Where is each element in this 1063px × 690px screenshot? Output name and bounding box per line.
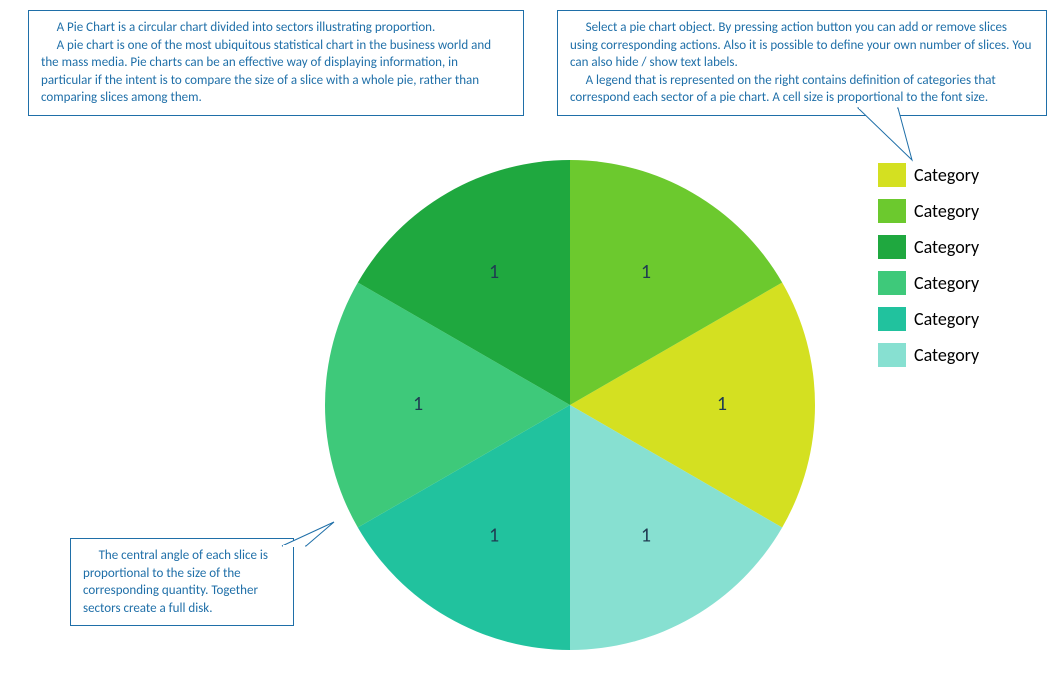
pie-slice-label: 1 bbox=[717, 392, 727, 416]
callout-paragraph: A legend that is represented on the righ… bbox=[570, 72, 1034, 107]
legend-item: Category bbox=[878, 232, 979, 262]
pie-slice-label: 1 bbox=[641, 523, 651, 547]
callout-tail-top-right bbox=[856, 106, 914, 162]
legend-swatch bbox=[878, 307, 906, 331]
legend-item: Category bbox=[878, 268, 979, 298]
legend-swatch bbox=[878, 235, 906, 259]
pie-chart[interactable]: 1 1 1 1 1 1 bbox=[323, 158, 817, 652]
legend-swatch bbox=[878, 163, 906, 187]
pie-slice-label: 1 bbox=[413, 392, 423, 416]
callout-paragraph: The central angle of each slice is propo… bbox=[83, 547, 281, 617]
pie-slice-label: 1 bbox=[641, 260, 651, 284]
legend-label: Category bbox=[914, 272, 979, 294]
callout-top-right: Select a pie chart object. By pressing a… bbox=[557, 10, 1047, 116]
legend-label: Category bbox=[914, 200, 979, 222]
callout-top-left: A Pie Chart is a circular chart divided … bbox=[28, 10, 524, 116]
legend-item: Category bbox=[878, 160, 979, 190]
legend: Category Category Category Category Category… bbox=[878, 160, 979, 376]
legend-label: Category bbox=[914, 308, 979, 330]
callout-paragraph: A Pie Chart is a circular chart divided … bbox=[41, 19, 511, 37]
pie-slice-label: 1 bbox=[489, 260, 499, 284]
callout-paragraph: A pie chart is one of the most ubiquitou… bbox=[41, 37, 511, 107]
legend-item: Category bbox=[878, 340, 979, 370]
legend-swatch bbox=[878, 271, 906, 295]
legend-swatch bbox=[878, 199, 906, 223]
legend-item: Category bbox=[878, 196, 979, 226]
pie-slice-label: 1 bbox=[489, 523, 499, 547]
legend-swatch bbox=[878, 343, 906, 367]
legend-label: Category bbox=[914, 164, 979, 186]
legend-item: Category bbox=[878, 304, 979, 334]
legend-label: Category bbox=[914, 236, 979, 258]
callout-bottom-left: The central angle of each slice is propo… bbox=[70, 538, 294, 626]
legend-label: Category bbox=[914, 344, 979, 366]
callout-paragraph: Select a pie chart object. By pressing a… bbox=[570, 19, 1034, 72]
